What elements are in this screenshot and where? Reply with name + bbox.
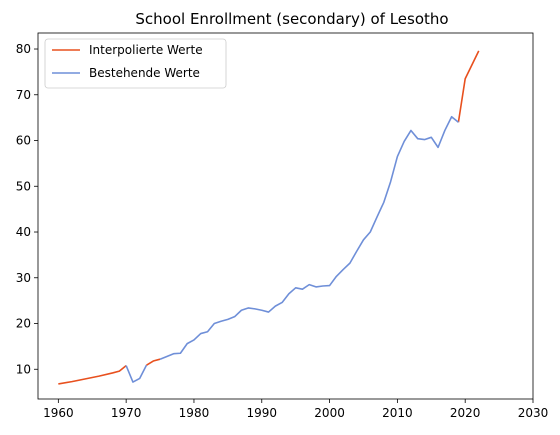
legend-label-existing: Bestehende Werte — [89, 66, 200, 80]
y-tick-label: 30 — [16, 271, 31, 285]
series-line-0-segment-2 — [457, 50, 480, 123]
x-tick-label: 1970 — [111, 406, 142, 420]
x-axis: 1960 1970 1980 1990 2000 2010 2020 2030 — [43, 399, 548, 420]
y-tick-label: 40 — [16, 225, 31, 239]
series-line-1-segment-1 — [159, 115, 459, 360]
x-tick-label: 2010 — [382, 406, 413, 420]
y-tick-label: 70 — [16, 88, 31, 102]
y-tick-label: 10 — [16, 362, 31, 376]
legend-box — [44, 38, 227, 89]
x-tick-label: 2020 — [450, 406, 481, 420]
y-tick-label: 50 — [16, 179, 31, 193]
x-tick-label: 1980 — [179, 406, 210, 420]
y-tick-label: 20 — [16, 317, 31, 331]
plot-frame — [37, 32, 534, 400]
y-tick-label: 60 — [16, 134, 31, 148]
plot-lines — [58, 50, 480, 385]
x-tick-label: 2000 — [314, 406, 345, 420]
series-line-0-segment-0 — [58, 364, 127, 385]
y-axis: 10 20 30 40 50 60 70 80 — [16, 42, 38, 376]
x-tick-label: 2030 — [518, 406, 549, 420]
x-tick-label: 1960 — [43, 406, 74, 420]
legend-label-interpolated: Interpolierte Werte — [89, 43, 203, 57]
legend: Interpolierte Werte Bestehende Werte — [44, 38, 227, 89]
x-tick-label: 1990 — [246, 406, 277, 420]
y-tick-label: 80 — [16, 42, 31, 56]
series-line-1-segment-0 — [125, 364, 148, 383]
chart-title: School Enrollment (secondary) of Lesotho — [135, 10, 448, 28]
series-line-0-segment-1 — [146, 358, 161, 366]
